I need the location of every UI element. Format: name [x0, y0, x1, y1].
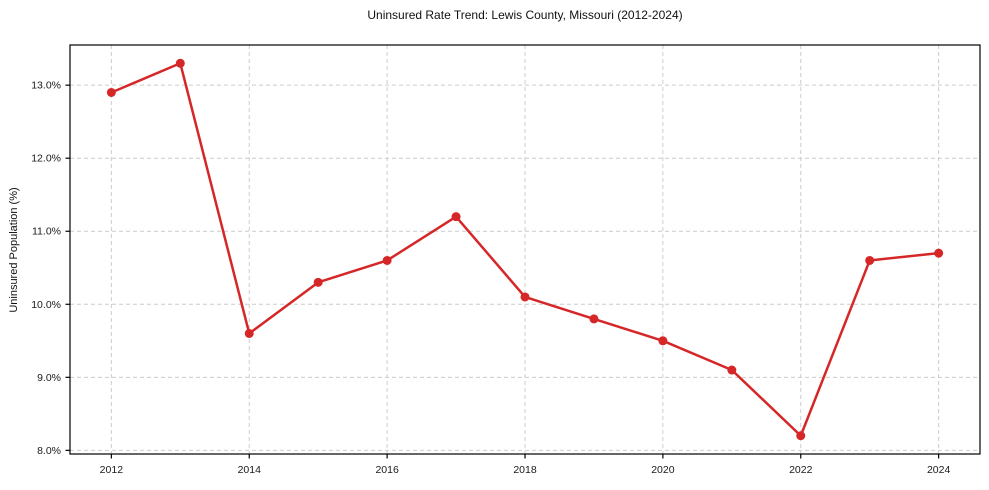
data-point — [451, 212, 461, 222]
x-tick-label: 2014 — [238, 464, 262, 476]
data-point — [175, 58, 185, 68]
chart-title: Uninsured Rate Trend: Lewis County, Miss… — [367, 8, 683, 22]
y-tick-label: 13.0% — [31, 80, 61, 92]
x-tick-label: 2016 — [375, 464, 399, 476]
data-point — [727, 365, 737, 375]
data-point — [520, 292, 530, 302]
data-point — [865, 255, 875, 265]
x-tick-label: 2012 — [100, 464, 124, 476]
y-tick-label: 11.0% — [32, 226, 61, 238]
data-point — [382, 255, 392, 265]
data-point — [244, 328, 254, 338]
data-point — [934, 248, 944, 258]
x-tick-label: 2020 — [651, 464, 675, 476]
x-tick-label: 2018 — [513, 464, 537, 476]
y-tick-label: 12.0% — [31, 153, 61, 165]
x-tick-label: 2022 — [789, 464, 813, 476]
y-tick-label: 9.0% — [37, 372, 61, 384]
data-point — [658, 336, 668, 346]
data-point — [589, 314, 599, 324]
y-tick-label: 10.0% — [31, 299, 61, 311]
x-tick-label: 2024 — [927, 464, 951, 476]
y-tick-label: 8.0% — [37, 445, 61, 457]
data-point — [313, 277, 323, 287]
data-point — [796, 431, 806, 441]
data-point — [106, 87, 116, 97]
